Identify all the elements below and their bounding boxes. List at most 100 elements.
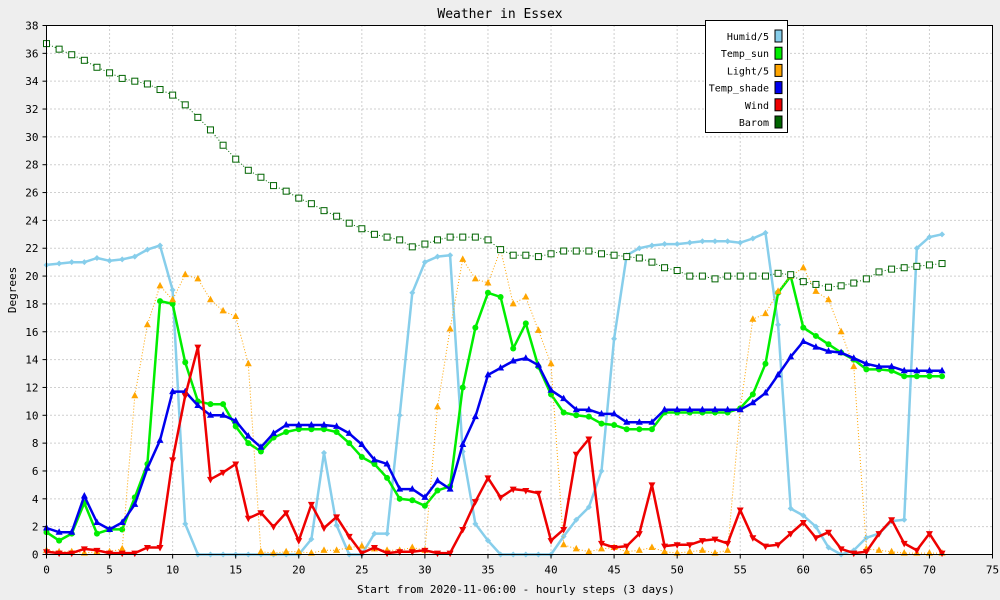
data-point — [900, 264, 908, 272]
data-point — [358, 225, 366, 233]
data-point — [119, 256, 126, 263]
data-point — [333, 514, 341, 521]
data-point — [219, 469, 227, 477]
legend-label: Wind — [745, 101, 769, 112]
data-point — [307, 421, 315, 428]
data-point — [68, 259, 75, 266]
data-point — [762, 360, 769, 367]
data-point — [648, 418, 656, 425]
data-point — [850, 550, 858, 558]
data-point — [295, 426, 302, 433]
data-point — [913, 245, 920, 252]
data-point — [434, 487, 441, 494]
data-point — [812, 287, 820, 294]
data-point — [144, 246, 151, 253]
data-point — [446, 485, 454, 492]
data-point — [295, 538, 303, 545]
data-point — [446, 550, 454, 558]
data-point — [245, 440, 252, 447]
data-point — [358, 454, 365, 461]
data-point — [207, 401, 214, 408]
data-point — [484, 370, 492, 378]
data-point — [396, 412, 403, 419]
y-tick-label: 6 — [32, 465, 39, 478]
data-point — [320, 426, 327, 433]
y-tick-label: 12 — [25, 381, 38, 394]
y-tick-label: 36 — [25, 47, 38, 60]
data-point — [900, 540, 908, 548]
y-tick-label: 30 — [25, 131, 38, 144]
data-point — [673, 267, 681, 275]
data-point — [699, 238, 706, 245]
data-point — [522, 251, 530, 259]
data-point — [762, 229, 769, 236]
data-point — [471, 499, 479, 506]
data-point — [80, 546, 88, 553]
x-tick-label: 45 — [607, 564, 620, 577]
data-point — [799, 519, 807, 527]
data-point — [169, 287, 176, 293]
data-point — [686, 239, 693, 246]
series-group — [43, 229, 946, 558]
y-tick-label: 4 — [32, 493, 39, 506]
series-layer — [43, 40, 946, 558]
data-point — [307, 501, 315, 509]
data-point — [661, 547, 669, 555]
data-point — [371, 461, 378, 468]
data-point — [560, 394, 568, 402]
data-point — [888, 547, 896, 555]
y-tick-label: 0 — [32, 549, 39, 562]
x-tick-label: 65 — [860, 564, 873, 577]
data-point — [875, 546, 883, 553]
data-point — [825, 544, 832, 551]
data-point — [206, 411, 214, 418]
data-point — [837, 282, 845, 290]
data-point — [875, 362, 883, 370]
data-point — [837, 546, 845, 553]
x-tick-label: 35 — [481, 564, 494, 577]
data-point — [182, 359, 189, 366]
data-point — [421, 502, 428, 509]
data-point — [749, 398, 757, 406]
data-point — [648, 242, 655, 249]
data-point — [408, 485, 416, 492]
data-point — [346, 440, 353, 447]
data-point — [812, 280, 820, 288]
data-point — [396, 495, 403, 502]
data-point — [597, 540, 605, 548]
legend: Humid/5 Temp_sun Light/5 Temp_shade Wind Baro… — [705, 20, 788, 133]
data-point — [384, 474, 391, 481]
data-point — [862, 359, 870, 367]
data-point — [421, 547, 429, 555]
data-point — [800, 512, 807, 519]
data-point — [93, 530, 100, 537]
data-point — [383, 460, 391, 467]
y-tick-label: 14 — [25, 354, 39, 367]
data-point — [169, 295, 177, 303]
data-point — [597, 250, 605, 258]
data-point — [484, 537, 491, 544]
data-point — [333, 522, 340, 529]
data-point — [244, 432, 252, 439]
data-point — [156, 281, 164, 289]
data-point — [560, 409, 567, 416]
data-point — [118, 550, 126, 558]
data-point — [547, 250, 555, 258]
data-point — [194, 113, 202, 121]
data-point — [93, 254, 100, 261]
data-point — [244, 515, 252, 523]
data-point — [307, 549, 315, 556]
data-point — [219, 411, 227, 418]
data-point — [157, 242, 164, 249]
data-point — [446, 324, 454, 332]
data-point — [471, 412, 479, 420]
data-point — [635, 531, 643, 538]
data-point — [106, 550, 114, 558]
data-point — [761, 389, 769, 396]
data-point — [548, 391, 555, 398]
legend-label: Barom — [739, 118, 769, 129]
series-group — [43, 40, 946, 291]
y-tick-label: 8 — [32, 437, 39, 450]
data-point — [93, 63, 101, 71]
